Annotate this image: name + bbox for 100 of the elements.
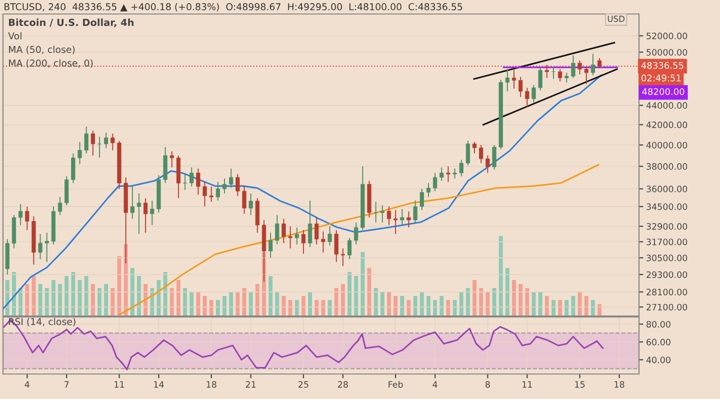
bar (380, 292, 384, 316)
bar (321, 300, 326, 316)
candlestick (472, 141, 477, 154)
candlestick (314, 217, 319, 245)
bar (156, 280, 161, 316)
x-tick-label: 21 (246, 381, 256, 388)
bar (44, 288, 49, 316)
bar (348, 272, 352, 316)
bar (584, 296, 588, 316)
x-tick-label: 11 (114, 381, 124, 388)
y-tick-label: 38000.00 (646, 163, 688, 170)
y-tick-label: 32900.00 (646, 223, 688, 230)
annotation: 48200.00 (642, 88, 684, 96)
x-tick-label: 25 (298, 381, 308, 388)
candlestick (597, 58, 602, 69)
candlestick (578, 60, 582, 75)
candlestick (301, 230, 306, 254)
candlestick (413, 200, 418, 224)
bar (190, 292, 194, 316)
candlestick (386, 206, 392, 226)
candlestick (44, 232, 49, 262)
candlestick (58, 196, 62, 216)
candlestick (564, 72, 569, 83)
candlestick (136, 192, 142, 234)
candlestick (190, 166, 194, 188)
candlestick (222, 178, 227, 194)
bar (71, 272, 76, 316)
bar (498, 236, 503, 316)
y-tick-label: 27100.00 (646, 304, 688, 310)
y-tick-label: 60.00 (646, 338, 670, 346)
bar (98, 288, 102, 316)
candlestick (170, 150, 174, 168)
bar (564, 300, 569, 316)
bar (32, 276, 36, 316)
bar (354, 276, 358, 316)
candlestick (144, 198, 148, 234)
candlestick (479, 144, 484, 164)
bar (472, 280, 476, 316)
candlestick (354, 222, 358, 245)
bar (400, 296, 404, 316)
bar (518, 284, 523, 316)
bar (433, 300, 438, 316)
candlestick (394, 210, 398, 234)
x-tick-label: 8 (485, 381, 490, 388)
candlestick (150, 200, 154, 226)
candlestick (282, 218, 286, 244)
candlestick (518, 76, 523, 98)
annotation: Vol (8, 32, 22, 40)
candlestick (229, 168, 234, 188)
bar (64, 276, 69, 316)
bar (90, 284, 95, 316)
bar (340, 284, 345, 316)
candlestick (90, 130, 95, 156)
candlestick (544, 64, 549, 78)
candlestick (486, 155, 490, 174)
x-tick-label: 28 (338, 381, 348, 388)
candlestick (374, 201, 378, 224)
bar (84, 276, 88, 316)
candlestick (71, 152, 76, 184)
bar (196, 292, 200, 316)
candlestick (406, 210, 411, 228)
candlestick (512, 70, 516, 90)
chart-title: Bitcoin / U.S. Dollar, 4h (8, 18, 134, 28)
x-tick-label: 15 (575, 381, 585, 388)
bar (314, 300, 319, 316)
bar (479, 288, 484, 316)
bar (209, 300, 214, 316)
bar (294, 300, 299, 316)
y-tick-label: 30500.00 (646, 254, 688, 262)
annotation: USD (608, 16, 625, 22)
bar (558, 300, 562, 316)
bar (544, 296, 549, 316)
bar (176, 280, 180, 316)
ref-line-label: 48336.55 (641, 62, 684, 69)
bar (282, 296, 286, 316)
bar (130, 268, 134, 316)
bar (538, 292, 542, 316)
candlestick (84, 126, 88, 154)
bar (446, 300, 450, 316)
candlestick (492, 144, 496, 170)
x-tick-label: 11 (522, 381, 532, 388)
candlestick (97, 136, 102, 158)
candlestick (38, 233, 42, 260)
candlestick (420, 188, 424, 211)
candlestick (182, 172, 188, 190)
bar (452, 300, 457, 316)
text: 02:49:51 (642, 74, 681, 82)
bar (486, 292, 490, 316)
bar (183, 288, 187, 316)
candlestick (104, 132, 108, 149)
x-tick-label: 18 (614, 381, 624, 388)
candlestick (202, 181, 207, 208)
candlestick (584, 66, 588, 85)
bar (525, 288, 530, 316)
x-tick-label: 7 (64, 381, 69, 388)
y-tick-label: 29300.00 (646, 271, 688, 278)
bar (387, 292, 391, 316)
candlestick (110, 133, 115, 151)
bar (374, 288, 378, 316)
y-tick-label: 36000.00 (646, 186, 688, 192)
